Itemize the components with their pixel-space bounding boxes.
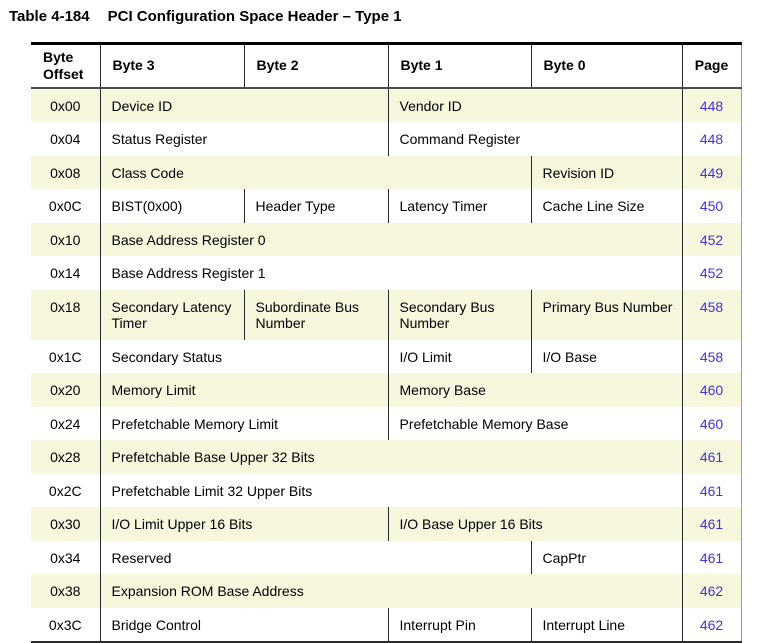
offset-cell: 0x30 bbox=[50, 516, 81, 533]
offset-cell: 0x34 bbox=[50, 549, 81, 566]
table-caption: Table 4-184 PCI Configuration Space Head… bbox=[9, 8, 402, 25]
field-cell: Latency Timer bbox=[387, 189, 531, 223]
field-cell: Expansion ROM Base Address bbox=[99, 574, 682, 608]
field-cell: I/O Limit Upper 16 Bits bbox=[99, 507, 388, 541]
offset-cell: 0x38 bbox=[50, 583, 81, 600]
pci-config-header-table: Byte Offset Byte 3 Byte 2 Byte 1 Byte 0 … bbox=[31, 42, 742, 643]
offset-cell: 0x2C bbox=[48, 482, 82, 499]
page-link[interactable]: 449 bbox=[681, 155, 741, 190]
offset-cell: 0x10 bbox=[50, 231, 81, 248]
field-cell: Command Register bbox=[387, 122, 682, 156]
table-row-0x1C: 0x1C Secondary Status I/O Limit I/O Base… bbox=[31, 339, 741, 374]
field-cell: Prefetchable Limit 32 Upper Bits bbox=[99, 473, 682, 508]
field-cell: Cache Line Size bbox=[530, 189, 682, 223]
table-header: Byte Offset Byte 3 Byte 2 Byte 1 Byte 0 … bbox=[31, 43, 741, 89]
header-cell-byte2: Byte 2 bbox=[243, 43, 388, 89]
header-cell-byte0: Byte 0 bbox=[530, 43, 682, 89]
offset-cell: 0x28 bbox=[50, 449, 81, 466]
table-row-0x18: 0x18 Secondary Latency Timer Subordinate… bbox=[31, 289, 741, 340]
field-cell: Interrupt Line bbox=[530, 607, 682, 643]
header-cell-byte3: Byte 3 bbox=[99, 43, 244, 89]
offset-cell: 0x00 bbox=[50, 97, 81, 114]
table-row-0x2C: 0x2C Prefetchable Limit 32 Upper Bits 46… bbox=[31, 473, 741, 508]
field-cell: Prefetchable Memory Limit bbox=[99, 406, 388, 441]
table-row-0x0C: 0x0C BIST(0x00) Header Type Latency Time… bbox=[31, 189, 741, 223]
field-cell: Memory Limit bbox=[99, 373, 388, 407]
table-title-text: PCI Configuration Space Header – Type 1 bbox=[107, 8, 402, 25]
page-link[interactable]: 461 bbox=[681, 540, 741, 575]
field-cell: Status Register bbox=[99, 122, 388, 156]
field-cell: Prefetchable Base Upper 32 Bits bbox=[99, 440, 682, 474]
offset-cell: 0x08 bbox=[50, 164, 81, 181]
page-link[interactable]: 460 bbox=[681, 406, 741, 441]
offset-cell: 0x04 bbox=[50, 131, 81, 148]
field-cell: Device ID bbox=[99, 87, 388, 123]
table-row-0x3C: 0x3C Bridge Control Interrupt Pin Interr… bbox=[31, 607, 741, 643]
field-cell: Memory Base bbox=[387, 373, 682, 407]
table-row-0x38: 0x38 Expansion ROM Base Address 462 bbox=[31, 574, 741, 608]
field-cell: Base Address Register 0 bbox=[99, 222, 682, 257]
field-cell: CapPtr bbox=[530, 540, 682, 575]
page-link[interactable]: 460 bbox=[681, 373, 741, 407]
page-link[interactable]: 461 bbox=[681, 440, 741, 474]
page-link[interactable]: 461 bbox=[681, 507, 741, 541]
table-row-0x08: 0x08 Class Code Revision ID 449 bbox=[31, 155, 741, 190]
header-cell-byte-offset: Byte Offset bbox=[31, 43, 100, 89]
field-cell: I/O Limit bbox=[387, 339, 531, 374]
table-row-0x34: 0x34 Reserved CapPtr 461 bbox=[31, 540, 741, 575]
header-cell-page: Page bbox=[681, 43, 741, 89]
page-link[interactable]: 448 bbox=[681, 87, 741, 123]
offset-cell: 0x24 bbox=[50, 415, 81, 432]
table-row-0x04: 0x04 Status Register Command Register 44… bbox=[31, 122, 741, 156]
page-link[interactable]: 452 bbox=[681, 222, 741, 257]
page-link[interactable]: 458 bbox=[681, 339, 741, 374]
page-link[interactable]: 461 bbox=[681, 473, 741, 508]
offset-cell: 0x14 bbox=[50, 265, 81, 282]
header-row: Byte Offset Byte 3 Byte 2 Byte 1 Byte 0 … bbox=[31, 43, 741, 89]
field-cell: Bridge Control bbox=[99, 607, 388, 643]
offset-cell: 0x18 bbox=[50, 298, 81, 315]
table-row-0x28: 0x28 Prefetchable Base Upper 32 Bits 461 bbox=[31, 440, 741, 474]
field-cell: Secondary Status bbox=[99, 339, 388, 374]
page-link[interactable]: 452 bbox=[681, 256, 741, 290]
table-row-0x30: 0x30 I/O Limit Upper 16 Bits I/O Base Up… bbox=[31, 507, 741, 541]
table-row-0x24: 0x24 Prefetchable Memory Limit Prefetcha… bbox=[31, 406, 741, 441]
field-cell: Subordinate Bus Number bbox=[243, 289, 388, 340]
field-cell: Primary Bus Number bbox=[530, 289, 682, 340]
pci-config-header-table-wrap: Byte Offset Byte 3 Byte 2 Byte 1 Byte 0 … bbox=[31, 42, 742, 643]
field-cell: Secondary Bus Number bbox=[387, 289, 531, 340]
page-link[interactable]: 458 bbox=[681, 289, 741, 340]
table-number: Table 4-184 bbox=[9, 8, 90, 25]
page-link[interactable]: 462 bbox=[681, 607, 741, 643]
table-body: 0x00 Device ID Vendor ID 448 0x04 Status… bbox=[31, 87, 741, 643]
field-cell: Class Code bbox=[99, 155, 531, 190]
page-link[interactable]: 448 bbox=[681, 122, 741, 156]
offset-cell: 0x3C bbox=[48, 616, 82, 633]
offset-cell: 0x0C bbox=[48, 198, 82, 215]
page-link[interactable]: 462 bbox=[681, 574, 741, 608]
field-cell: I/O Base bbox=[530, 339, 682, 374]
offset-cell: 0x20 bbox=[50, 382, 81, 399]
field-cell: Secondary Latency Timer bbox=[99, 289, 244, 340]
field-cell: I/O Base Upper 16 Bits bbox=[387, 507, 682, 541]
offset-cell: 0x1C bbox=[48, 348, 82, 365]
field-cell: Vendor ID bbox=[387, 87, 682, 123]
table-row-0x10: 0x10 Base Address Register 0 452 bbox=[31, 222, 741, 257]
table-row-0x00: 0x00 Device ID Vendor ID 448 bbox=[31, 87, 741, 123]
field-cell: Reserved bbox=[99, 540, 531, 575]
field-cell: Interrupt Pin bbox=[387, 607, 531, 643]
page-link[interactable]: 450 bbox=[681, 189, 741, 223]
field-cell: Revision ID bbox=[530, 155, 682, 190]
field-cell: BIST(0x00) bbox=[99, 189, 244, 223]
field-cell: Prefetchable Memory Base bbox=[387, 406, 682, 441]
field-cell: Header Type bbox=[243, 189, 388, 223]
table-row-0x14: 0x14 Base Address Register 1 452 bbox=[31, 256, 741, 290]
table-row-0x20: 0x20 Memory Limit Memory Base 460 bbox=[31, 373, 741, 407]
header-cell-byte1: Byte 1 bbox=[387, 43, 531, 89]
field-cell: Base Address Register 1 bbox=[99, 256, 682, 290]
